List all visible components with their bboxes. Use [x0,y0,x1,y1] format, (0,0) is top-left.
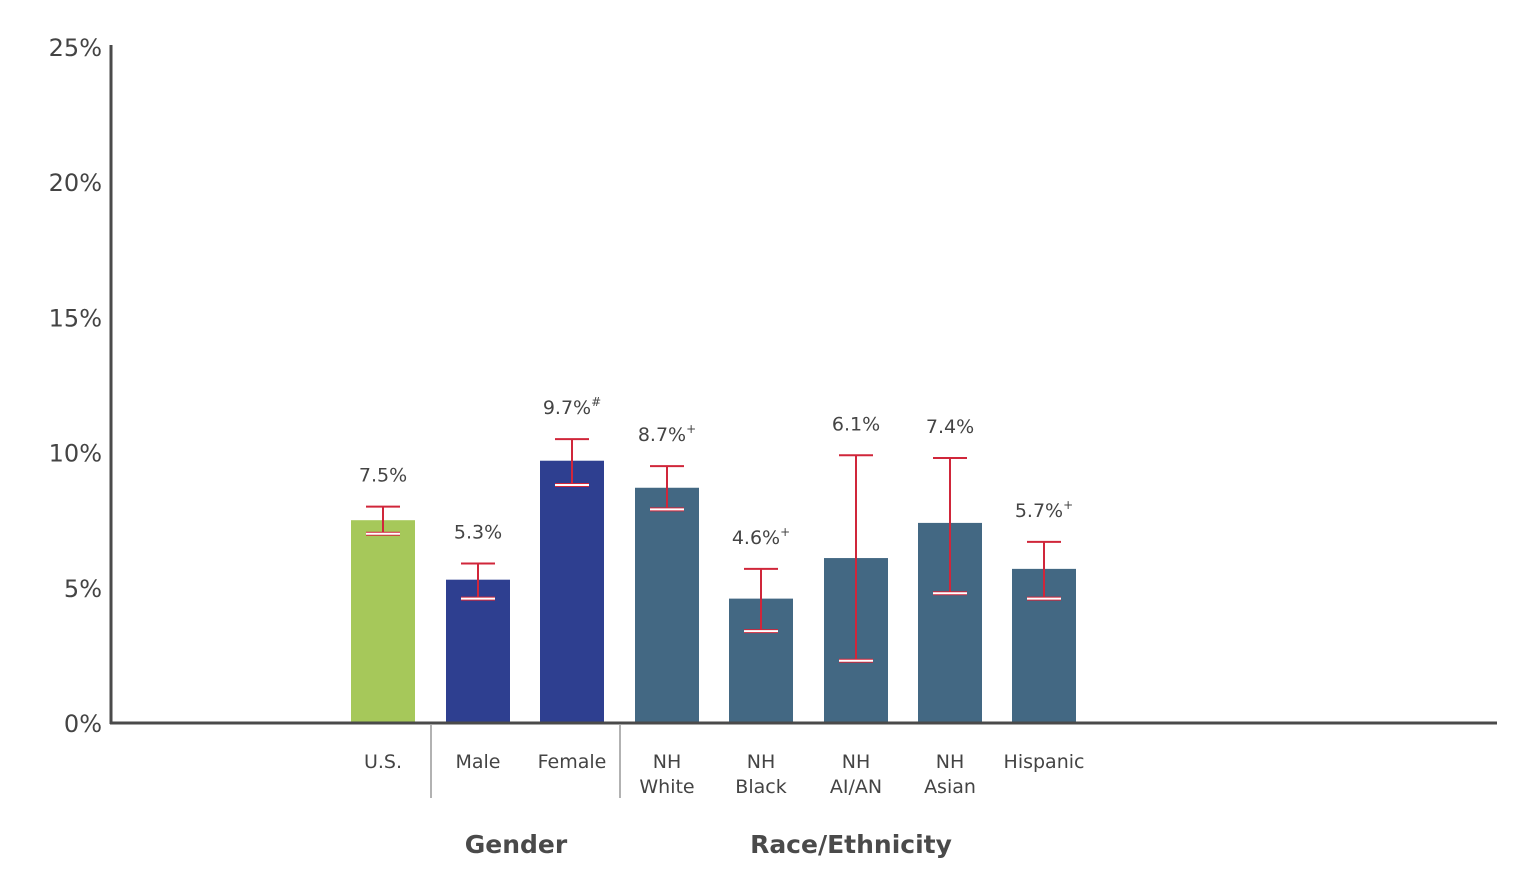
value-label: 8.7%+ [638,422,696,446]
category-label: Hispanic [1004,751,1085,773]
bar-male [446,579,510,723]
error-bar [366,505,400,536]
y-tick-label: 5% [64,575,102,603]
y-tick-label: 15% [49,304,102,332]
value-label-text: 8.7% [638,424,686,446]
bar-us [351,520,415,723]
category-label: Black [735,776,786,798]
value-label: 9.7%# [543,395,601,419]
value-label-text: 5.7% [1015,500,1063,522]
value-label-superscript: + [1063,498,1073,512]
category-label: Asian [924,776,976,798]
group-label-gender: Gender [465,830,568,859]
value-label: 7.4% [926,416,974,438]
bar-nh-white [635,487,699,723]
y-axis-ticks: 0% 5% 10% 15% 20% 25% [49,34,102,738]
category-labels-layer: U.S. Male Female NH White NH Black NH AI/AN NH Asi… [364,751,1084,798]
value-label-text: 7.5% [359,465,407,487]
error-bars-layer [366,438,1061,663]
value-label-text: 6.1% [832,413,880,435]
category-label: NH [936,751,965,773]
value-label: 5.3% [454,521,502,543]
error-bar [933,457,967,596]
error-bar [461,562,495,601]
y-tick-label: 10% [49,440,102,468]
value-label-text: 5.3% [454,521,502,543]
category-label: Male [455,751,500,773]
y-tick-label: 25% [49,34,102,62]
category-label: U.S. [364,751,402,773]
category-label: NH [747,751,776,773]
error-bar [650,465,684,512]
category-label: NH [653,751,682,773]
category-label: White [639,776,694,798]
y-tick-label: 0% [64,710,102,738]
value-label-superscript: # [591,395,601,409]
y-tick-label: 20% [49,169,102,197]
error-bar [839,454,873,663]
axes-layer [109,45,1497,725]
value-label: 4.6%+ [732,525,790,549]
bars-layer [351,460,1076,723]
category-label: Female [538,751,607,773]
error-bar [555,438,589,488]
value-label-text: 7.4% [926,416,974,438]
value-labels-layer: 7.5%5.3%9.7%#8.7%+4.6%+6.1% 7.4%5.7%+ [359,395,1073,549]
value-label: 5.7%+ [1015,498,1073,522]
value-label-superscript: + [780,525,790,539]
group-separators [430,725,621,798]
category-label: AI/AN [830,776,882,798]
category-label: NH [842,751,871,773]
group-label-race-ethnicity: Race/Ethnicity [750,830,952,859]
error-bar [744,567,778,634]
value-label-text: 4.6% [732,527,780,549]
bar-female [540,460,604,723]
error-bar [1027,540,1061,601]
value-label-superscript: + [686,422,696,436]
value-label: 6.1% [832,413,880,435]
group-labels-layer: Gender Race/Ethnicity [465,830,952,859]
value-label-text: 9.7% [543,397,591,419]
value-label: 7.5% [359,465,407,487]
